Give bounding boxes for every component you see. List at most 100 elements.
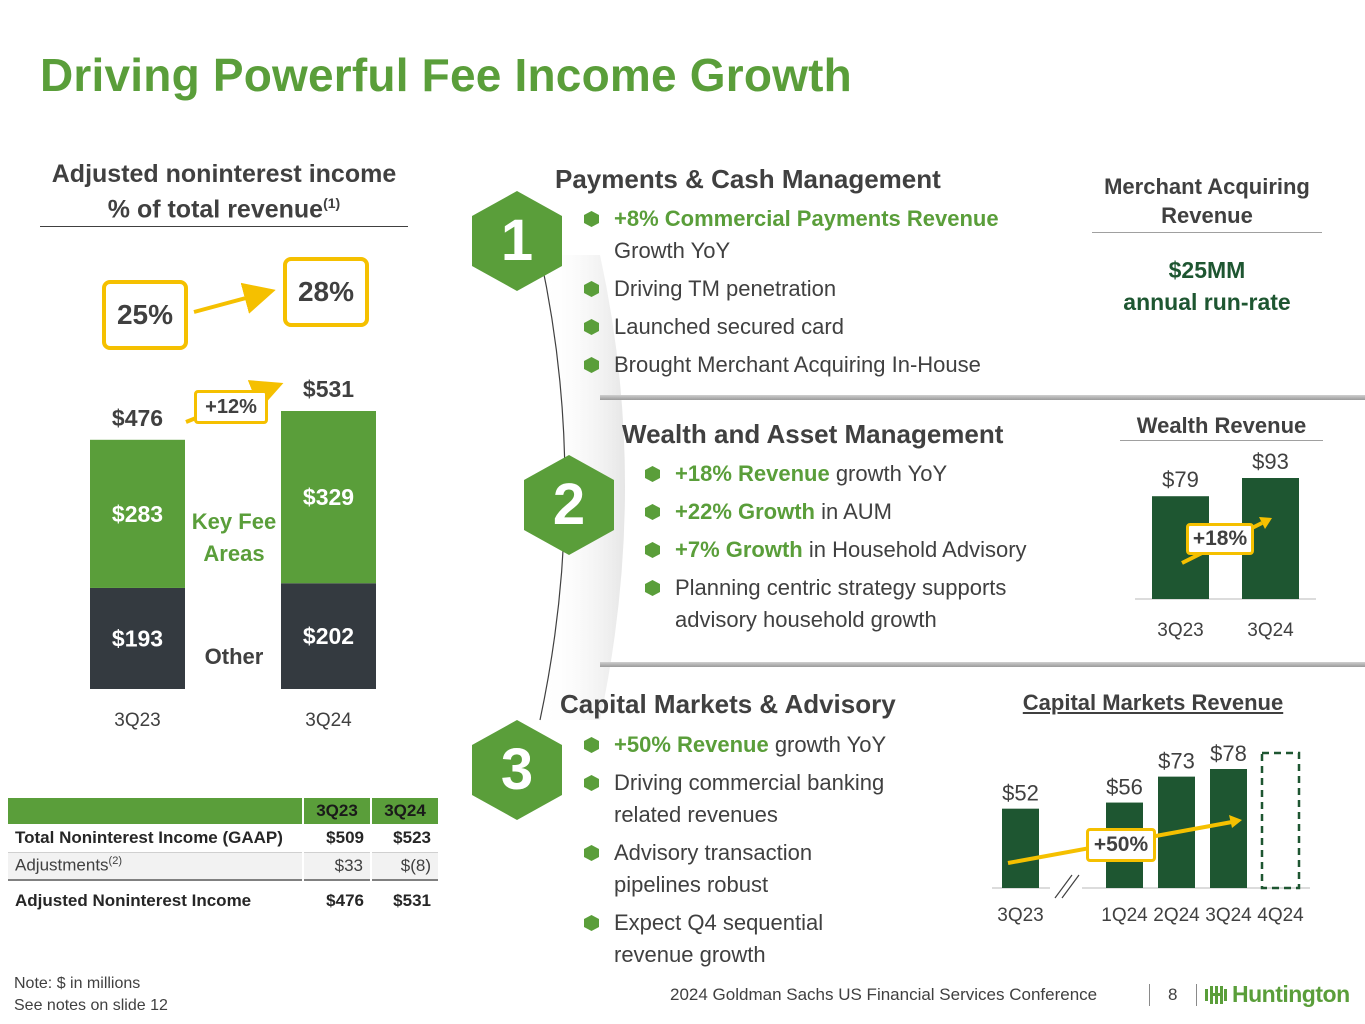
bullet-text: related revenues bbox=[614, 802, 778, 827]
section1-title: Payments & Cash Management bbox=[555, 164, 941, 194]
bar-value-label: $283 bbox=[112, 501, 163, 527]
bullet-text: Planning centric strategy supports bbox=[675, 575, 1007, 600]
x-tick-label: 3Q24 bbox=[1205, 905, 1252, 926]
bullet-highlight: +18% Revenue bbox=[675, 461, 830, 486]
axis-break-line-1 bbox=[1054, 874, 1073, 899]
bar-value-label: $56 bbox=[1106, 775, 1143, 800]
hex-bullet-icon bbox=[584, 845, 599, 861]
x-tick-label: 3Q24 bbox=[305, 710, 352, 731]
hex-bullet-icon bbox=[584, 357, 599, 373]
bullet-highlight: +7% Growth bbox=[675, 537, 803, 562]
page-title: Driving Powerful Fee Income Growth bbox=[40, 49, 852, 101]
pct-3q24-box: 28% bbox=[283, 257, 369, 327]
section2-title: Wealth and Asset Management bbox=[622, 419, 1004, 449]
list-item: Planning centric strategy supports adviso… bbox=[645, 572, 1115, 636]
bar-total-label: $531 bbox=[303, 376, 354, 402]
bar-value-label: $78 bbox=[1210, 741, 1247, 766]
x-tick-label: 3Q24 bbox=[1247, 620, 1294, 641]
footer-divider bbox=[1149, 984, 1150, 1006]
table-row-label: Total Noninterest Income (GAAP) bbox=[15, 827, 283, 847]
stacked-bar-segment bbox=[90, 587, 185, 689]
merchant-value-line1: $25MM bbox=[1168, 257, 1246, 283]
x-tick-label: 2Q24 bbox=[1153, 905, 1200, 926]
table-row: Total Noninterest Income (GAAP) $509 $52… bbox=[8, 824, 438, 852]
bullet-highlight: +22% Growth bbox=[675, 499, 815, 524]
bullet-text: growth YoY bbox=[829, 461, 948, 486]
table-row: Adjustments(2) $33 $(8) bbox=[8, 852, 438, 880]
pct-growth-arrow bbox=[193, 282, 276, 314]
table-cell: $33 bbox=[302, 852, 371, 880]
bullet-text: pipelines robust bbox=[614, 872, 769, 897]
table-cell: $509 bbox=[326, 827, 364, 847]
wealth-chart-title: Wealth Revenue bbox=[1120, 413, 1323, 441]
reconciliation-table: 3Q23 3Q24 Total Noninterest Income (GAAP… bbox=[8, 798, 438, 920]
bar-value-label: $52 bbox=[1002, 781, 1039, 806]
hex-bullet-icon bbox=[645, 504, 660, 520]
bullet-text: revenue growth bbox=[614, 942, 766, 967]
list-item: +50% Revenue growth YoY bbox=[584, 729, 944, 761]
section-badge-3: 3 bbox=[472, 720, 562, 820]
bullet-highlight: +50% Revenue bbox=[614, 732, 769, 757]
bullet-text: Driving TM penetration bbox=[614, 276, 837, 301]
left-header-sup: (1) bbox=[323, 195, 341, 211]
x-tick-label: 3Q23 bbox=[997, 905, 1043, 926]
bar-value-label: $79 bbox=[1162, 467, 1199, 492]
hex-bullet-icon bbox=[584, 281, 599, 297]
bar-value-label: $73 bbox=[1158, 749, 1195, 774]
section3-title: Capital Markets & Advisory bbox=[560, 689, 896, 719]
bar-value-label: $202 bbox=[303, 623, 354, 649]
section3-bullets: +50% Revenue growth YoY Driving commerci… bbox=[584, 729, 944, 977]
x-tick-label: 3Q23 bbox=[114, 710, 160, 731]
table-cell: $523 bbox=[393, 827, 431, 847]
key-fee-areas-label: Key Fee Areas bbox=[186, 506, 282, 570]
bar-value-label: $329 bbox=[303, 484, 354, 510]
section1-bullets: +8% Commercial Payments Revenue Growth Yo… bbox=[584, 203, 1044, 387]
bar bbox=[1002, 808, 1039, 888]
bullet-text: in Household Advisory bbox=[802, 537, 1027, 562]
table-row-label: Adjustments bbox=[15, 856, 109, 876]
hex-bullet-icon bbox=[584, 737, 599, 753]
hex-bullet-icon bbox=[584, 211, 599, 227]
merchant-acquiring-value: $25MM annual run-rate bbox=[1092, 254, 1322, 318]
bar-total-label: $476 bbox=[112, 405, 163, 431]
bullet-text: Advisory transaction bbox=[614, 840, 813, 865]
table-cell: $531 bbox=[393, 890, 431, 910]
hex-bullet-icon bbox=[584, 319, 599, 335]
page-number: 8 bbox=[1168, 985, 1178, 1004]
note-line2: See notes on slide 12 bbox=[14, 997, 168, 1014]
notes: Note: $ in millions See notes on slide 1… bbox=[14, 973, 168, 1017]
bullet-text: in AUM bbox=[814, 499, 893, 524]
x-tick-label: 3Q23 bbox=[1157, 620, 1203, 641]
note-line1: Note: $ in millions bbox=[14, 975, 141, 992]
list-item: Advisory transaction pipelines robust bbox=[584, 837, 944, 901]
bullet-text: advisory household growth bbox=[675, 607, 937, 632]
capital-markets-growth-label: +50% bbox=[1086, 828, 1156, 862]
x-tick-label: 4Q24 bbox=[1257, 905, 1304, 926]
bullet-highlight: +8% Commercial Payments Revenue bbox=[614, 206, 999, 231]
capital-markets-chart-title: Capital Markets Revenue bbox=[1022, 690, 1284, 715]
growth-arrow-head bbox=[1259, 517, 1272, 529]
section-divider-1 bbox=[600, 395, 1365, 400]
hex-bullet-icon bbox=[645, 466, 660, 482]
bullet-text: Brought Merchant Acquiring In-House bbox=[614, 352, 981, 377]
stacked-bar-segment bbox=[90, 439, 185, 588]
table-header-3q23: 3Q23 bbox=[302, 798, 371, 824]
table-header-3q24: 3Q24 bbox=[370, 798, 438, 824]
list-item: Expect Q4 sequential revenue growth bbox=[584, 907, 944, 971]
hex-bullet-icon bbox=[645, 542, 660, 558]
income-growth-label: +12% bbox=[194, 390, 268, 424]
stacked-bar-segment bbox=[281, 411, 376, 584]
section2-bullets: +18% Revenue growth YoY +22% Growth in A… bbox=[645, 458, 1115, 642]
footer: 2024 Goldman Sachs US Financial Services… bbox=[640, 981, 1350, 1012]
list-item: +7% Growth in Household Advisory bbox=[645, 534, 1115, 566]
table-row-label: Adjusted Noninterest Income bbox=[15, 890, 252, 910]
footer-divider-2 bbox=[1196, 984, 1197, 1006]
merchant-title-line2: Revenue bbox=[1161, 203, 1253, 228]
section-divider-2 bbox=[600, 662, 1365, 667]
list-item: +22% Growth in AUM bbox=[645, 496, 1115, 528]
hex-bullet-icon bbox=[584, 775, 599, 791]
axis-break-line-2 bbox=[1061, 874, 1080, 899]
wealth-growth-label: +18% bbox=[1186, 523, 1254, 555]
list-item: Driving commercial banking related revenu… bbox=[584, 767, 944, 831]
